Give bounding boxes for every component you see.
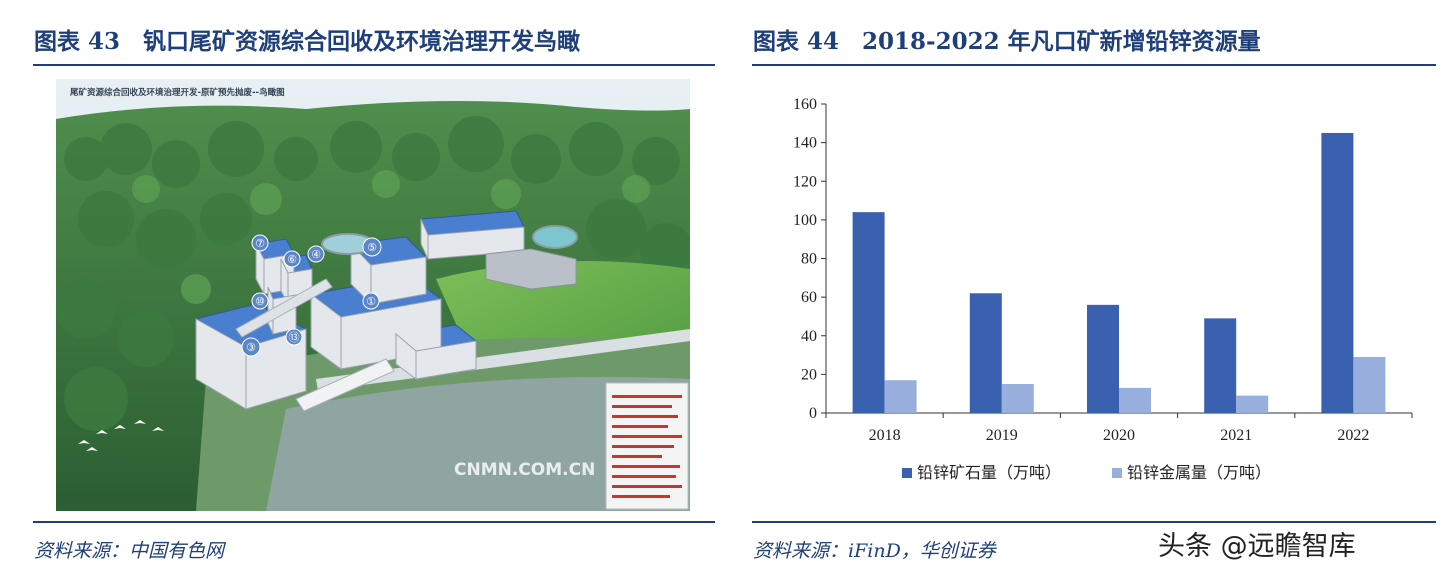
legend-swatch-ore	[902, 468, 912, 478]
bar-ore	[969, 293, 1002, 413]
chart-legend: 铅锌矿石量（万吨） 铅锌金属量（万吨）	[902, 463, 1271, 482]
source-rule-right	[752, 521, 1436, 523]
bar-ore	[1321, 132, 1354, 413]
y-tick-label: 80	[801, 251, 817, 268]
y-tick-label: 20	[801, 366, 817, 383]
lead-zinc-resource-chart: 0 20 40 60 80 100 120 140 160 2018 2019 2020 2021 202…	[752, 80, 1436, 520]
x-tick-label: 2019	[986, 427, 1018, 444]
y-tick-label: 100	[793, 212, 817, 229]
building-number-label: ⑬	[289, 331, 300, 344]
legend-label-ore: 铅锌矿石量（万吨）	[917, 463, 1061, 482]
bar-metal	[884, 380, 917, 413]
bar-ore	[1204, 318, 1237, 413]
bar-ore	[852, 212, 885, 413]
figure-43-title: 图表 43 钒口尾矿资源综合回收及环境治理开发鸟瞰	[34, 28, 581, 55]
y-tick-label: 160	[793, 96, 817, 113]
x-tick-label: 2022	[1337, 427, 1369, 444]
y-tick-label: 60	[801, 289, 817, 306]
chart-bars	[852, 132, 1386, 413]
source-note-right: 资料来源：iFinD，华创证券	[753, 540, 996, 562]
aerial-view-image: ⑤ ④ ③ ① ⑥ ⑦ ⑩ ⑬ 尾矿资源综合回收及环境治理开发-原矿预先抛废--…	[56, 79, 690, 511]
building-number-label: ⑤	[367, 241, 377, 254]
building-number-label: ⑦	[255, 237, 265, 250]
building-number-label: ③	[246, 341, 256, 354]
figure-44-title: 图表 44 2018-2022 年凡口矿新增铅锌资源量	[753, 28, 1261, 55]
building-number-label: ⑥	[287, 253, 297, 266]
title-rule-right	[752, 64, 1436, 66]
x-tick-label: 2021	[1220, 427, 1252, 444]
building-number-label: ④	[311, 248, 321, 261]
bar-metal	[1236, 395, 1269, 413]
building-number-label: ⑩	[255, 295, 265, 308]
chart-tick-labels: 0 20 40 60 80 100 120 140 160 2018 2019 2020 2021 202…	[793, 96, 1369, 444]
y-tick-label: 140	[793, 135, 817, 152]
bar-metal	[1001, 384, 1034, 413]
source-note-left: 资料来源：中国有色网	[34, 540, 225, 562]
x-tick-label: 2020	[1103, 427, 1135, 444]
y-tick-label: 0	[809, 405, 817, 422]
aerial-view-caption: 尾矿资源综合回收及环境治理开发-原矿预先抛废--鸟瞰图	[69, 87, 285, 98]
platform-watermark: 头条 @远瞻智库	[1158, 531, 1356, 562]
bar-metal	[1353, 356, 1386, 413]
source-rule-left	[33, 521, 715, 523]
legend-swatch-metal	[1112, 468, 1122, 478]
building-number-label: ①	[366, 295, 376, 308]
legend-label-metal: 铅锌金属量（万吨）	[1127, 463, 1271, 482]
title-rule-left	[33, 64, 715, 66]
y-tick-label: 40	[801, 328, 817, 345]
x-tick-label: 2018	[869, 427, 901, 444]
bar-chart-canvas: 0 20 40 60 80 100 120 140 160 2018 2019 2020 2021 202…	[793, 96, 1413, 482]
aerial-view-illustration: ⑤ ④ ③ ① ⑥ ⑦ ⑩ ⑬ 尾矿资源综合回收及环境治理开发-原矿预先抛废--…	[56, 79, 690, 511]
bar-ore	[1087, 304, 1119, 413]
bar-metal	[1119, 387, 1151, 413]
image-watermark: CNMN.COM.CN	[454, 460, 595, 480]
y-tick-label: 120	[793, 173, 817, 190]
